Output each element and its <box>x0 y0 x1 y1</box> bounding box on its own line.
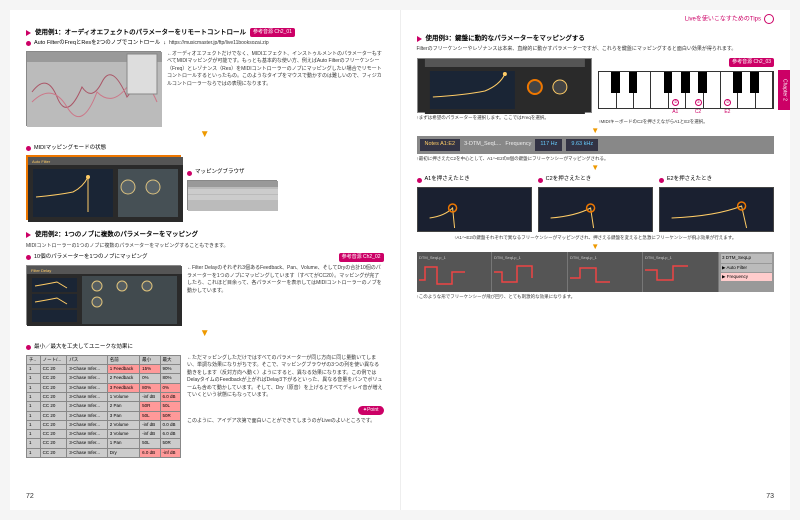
ex2-body1: ←Filter Delayのそれぞれ3個あるFeedback、Pan、Volum… <box>187 265 384 295</box>
ex2-title: 使用例2：1つのノブに複数のパラメーターをマッピング <box>35 230 198 239</box>
point-tag: ✦Point <box>358 406 384 415</box>
ex2-sub1: 10個のパラメーターを1つのノブにマッピング <box>34 254 148 262</box>
arrow-icon: ▼ <box>26 128 384 142</box>
svg-text:DTM_SeqLp_1: DTM_SeqLp_1 <box>494 255 522 260</box>
keyboard: ②①② A1 C2 E2 <box>598 71 774 109</box>
ex3-intro: Filterのフリーケンシーやレゾナンスは本来、直線的に動かすパラメーターですが… <box>417 46 775 54</box>
svg-text:DTM_SeqLp_1: DTM_SeqLp_1 <box>419 255 447 260</box>
ref-tag3: 参考音源 Ch2_03 <box>729 58 774 67</box>
ref-tag: 参考音源 Ch2_01 <box>250 28 295 37</box>
col1: A1を押さえたとき <box>425 176 470 184</box>
page-num-left: 72 <box>26 492 34 502</box>
ex1-sub3: マッピングブラウザ <box>195 169 245 177</box>
arrow4: ▼ <box>417 162 775 173</box>
url: https://musicmaster.jp/ftp/live11booksoz… <box>169 40 269 47</box>
ref-tag2: 参考音源 Ch2_02 <box>339 253 384 262</box>
cap5: ↑このような形でフリーケンシーが飛び回り、とても刺激的な効果になります。 <box>417 294 775 300</box>
col3: E2を押さえたとき <box>667 176 712 184</box>
autofilter-panel: Auto Filter <box>26 155 181 220</box>
notes-bar: Notes A1:E2 3-DTM_SeqL... Frequency 117 … <box>417 136 775 154</box>
fg3 <box>659 187 774 232</box>
ex2-body2: ←ただマッピングしただけではすべてのパラメーターが同じ方向に同じ量動いてしまい、… <box>187 355 384 400</box>
fg2 <box>538 187 653 232</box>
svg-text:DTM_SeqLp_1: DTM_SeqLp_1 <box>570 255 598 260</box>
top-banner: Liveを使いこなすためのTips <box>685 14 774 24</box>
arrow5: ▼ <box>417 241 775 252</box>
cap1: ↑まずは希望のパラメーターを選択します。ここではFreqを選択。 <box>417 115 593 121</box>
ex1-sub2: MIDIマッピングモードの状態 <box>34 145 106 153</box>
ex3-title: 使用例3：鍵盤に動的なパラメーターをマッピングする <box>426 34 585 43</box>
filter-panel-1 <box>417 58 593 113</box>
svg-text:DTM_SeqLp_1: DTM_SeqLp_1 <box>645 255 673 260</box>
chapter-tab: Chapter 2 <box>778 70 790 110</box>
fg1 <box>417 187 532 232</box>
svg-text:Filter Delay: Filter Delay <box>31 268 51 273</box>
arrow-icon2: ▼ <box>26 327 384 341</box>
svg-text:Auto Filter: Auto Filter <box>32 159 51 164</box>
ex1-body1: ←オーディオエフェクトだけでなく、MIDIエフェクト、インストゥルメントのパラメ… <box>167 51 384 89</box>
col2: C2を押さえたとき <box>546 176 592 184</box>
filterdelay-panel: Filter Delay <box>26 265 181 325</box>
point-text: このように、アイデア次第で面白いことができてしまうのがLiveのよいところです。 <box>187 418 384 426</box>
ex1-title: 使用例1：オーディオエフェクトのパラメーターをリモートコントロール <box>35 28 246 37</box>
waveform-panel <box>26 51 161 126</box>
cap2: ↑MIDIキーボードのC2を押さえながらA1とE2を選択。 <box>598 119 774 125</box>
mapping-browser-panel <box>187 180 277 210</box>
arrow3: ▼ <box>417 125 775 136</box>
ex2-intro: MIDIコントローラーの1つのノブに複数のパラメーターをマッピングすることもでき… <box>26 243 384 251</box>
seq-panel: DTM_SeqLp_1 DTM_SeqLp_1 DTM_SeqLp_1 DTM_… <box>417 252 775 292</box>
ex2-sub2: 最小／最大を工夫してユニークな効果に <box>34 344 133 352</box>
midi-table: チ..ノート/...パス名前最小最大 1CC 203-Chase Infer..… <box>26 355 181 458</box>
page-num-right: 73 <box>766 492 774 502</box>
ex1-sub1: Auto FilterのFreqとResを2つのノブでコントロール <box>34 40 160 48</box>
